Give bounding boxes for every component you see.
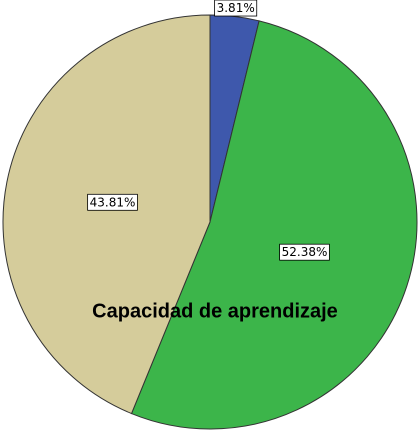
pie-slice (2, 14, 211, 415)
value-label-box (279, 243, 330, 261)
value-label: 43.81% (90, 195, 136, 209)
value-label-box (214, 0, 258, 17)
value-label: 3.81% (217, 1, 255, 15)
annotation: Capacidad de aprendizaje (92, 300, 338, 322)
value-label: 52.38% (282, 245, 328, 259)
pie-slice (130, 20, 418, 430)
value-label-box (87, 193, 138, 211)
